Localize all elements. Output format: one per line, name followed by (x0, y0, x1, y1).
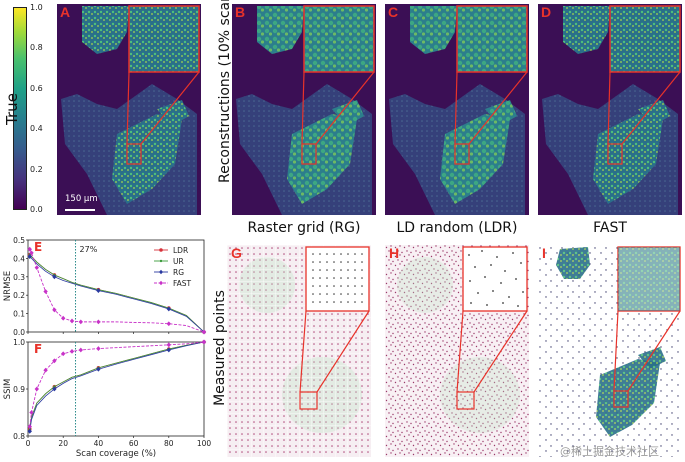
x-tick-label: 20 (58, 439, 68, 448)
sampling-pattern (227, 245, 371, 457)
colorbar-tick: 0.0 (30, 205, 43, 214)
microscopy-image (232, 4, 376, 215)
panel-label: I (542, 245, 546, 261)
x-tick-label: 0 (26, 439, 31, 448)
series-line-ur (29, 341, 205, 430)
data-point-fast (34, 265, 39, 270)
data-point-fast (78, 347, 83, 353)
y-tick-label: 0.0 (13, 328, 25, 337)
colorbar-label: True (3, 93, 21, 125)
y-tick-label: 0.4 (13, 254, 25, 263)
panel-c-ldr-reconstruction: C (385, 4, 529, 215)
data-point-fast (34, 386, 39, 392)
data-point-rg (96, 288, 101, 293)
legend-label: FAST (173, 279, 192, 288)
data-point-fast (201, 339, 207, 345)
series-line-rg (29, 256, 205, 333)
data-point-rg (52, 274, 57, 280)
y-axis-label: NRMSE (3, 271, 13, 301)
colorbar-tick: 1.0 (30, 3, 43, 12)
panel-label: C (388, 4, 399, 20)
data-point-fast (201, 329, 207, 335)
caption-raster-grid: Raster grid (RG) (247, 220, 361, 236)
colorbar-tick: 0.6 (30, 84, 43, 93)
legend-label: RG (173, 268, 184, 277)
plot-frame (27, 239, 205, 333)
watermark: @稀土掘金技术社区 (560, 445, 659, 458)
x-tick-label: 80 (164, 439, 174, 448)
legend-marker (159, 248, 163, 252)
data-point-fast (27, 424, 32, 429)
x-tick-label: 40 (94, 439, 104, 448)
legend-label: UR (173, 257, 184, 266)
data-point-fast (43, 289, 48, 294)
colorbar-tick: 0.4 (30, 124, 43, 133)
data-point-fast (69, 318, 75, 324)
data-point-fast (69, 349, 75, 354)
microscopy-image (385, 4, 529, 215)
panel-label: E (34, 240, 42, 254)
data-point-fast (166, 342, 171, 348)
panel-a-true-image: A 150 μm (57, 4, 201, 215)
panel-label: F (34, 342, 42, 356)
legend-marker (159, 280, 163, 286)
y-axis-label: SSIM (3, 379, 13, 400)
annotation-label: 27% (80, 245, 98, 254)
x-tick-label: 60 (129, 439, 139, 448)
y-tick-label: 0.1 (13, 310, 25, 319)
y-tick-label: 0.8 (13, 432, 25, 441)
y-tick-label: 1.0 (13, 338, 25, 347)
panel-label: B (235, 4, 246, 20)
x-tick-label: 100 (197, 439, 212, 448)
microscopy-image (538, 4, 682, 215)
y-tick-label: 0.9 (13, 385, 25, 394)
sampling-pattern (385, 245, 529, 457)
legend-label: LDR (173, 246, 188, 255)
row-label-reconstructions: Reconstructions (10% scan ) (217, 0, 233, 183)
y-tick-label: 0.2 (13, 291, 25, 300)
data-point-fast (43, 367, 48, 373)
data-point-rg (27, 428, 32, 434)
series-line-ur (29, 254, 205, 333)
legend-marker (159, 269, 163, 275)
legend-marker (159, 259, 163, 263)
panel-g-raster-points: G (227, 245, 371, 457)
y-tick-label: 0.5 (13, 236, 25, 245)
microscopy-image (57, 4, 201, 215)
y-tick-label: 0.3 (13, 273, 25, 282)
caption-fast: FAST (593, 220, 627, 236)
panel-h-ldr-points: H (385, 245, 529, 457)
panel-b-raster-reconstruction: B (232, 4, 376, 215)
data-point-fast (166, 321, 171, 327)
data-point-rg (96, 366, 101, 372)
series-line-rg (29, 341, 205, 432)
data-point-fast (52, 358, 57, 364)
colorbar-tick: 0.2 (30, 165, 43, 174)
panel-label: D (541, 4, 552, 20)
plot-frame (27, 341, 205, 437)
metrics-charts: 0.5 0.4 0.3 0.2 0.1 0.0 NRMSE E 27% LDR UR RG FAST 1.… (3, 236, 212, 459)
colorbar (13, 7, 27, 210)
panel-d-fast-reconstruction: D (538, 4, 682, 215)
data-point-fast (52, 307, 57, 313)
panel-i-fast-points: I (538, 245, 682, 457)
x-axis-label: Scan coverage (%) (76, 449, 156, 459)
colorbar-tick: 0.8 (30, 43, 43, 52)
caption-ld-random: LD random (LDR) (396, 220, 518, 236)
data-point-fast (61, 315, 66, 321)
data-point-fast (96, 346, 101, 351)
sampling-pattern (538, 245, 682, 457)
panel-label: G (231, 245, 242, 261)
scale-bar-label: 150 μm (65, 194, 98, 204)
data-point-fast (27, 246, 32, 252)
panel-label: H (389, 245, 400, 261)
panel-label: A (60, 4, 71, 20)
data-point-rg (166, 347, 171, 353)
